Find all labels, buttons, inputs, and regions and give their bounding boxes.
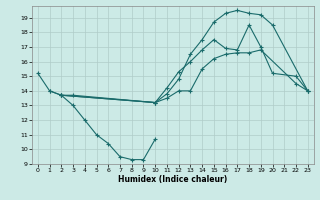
X-axis label: Humidex (Indice chaleur): Humidex (Indice chaleur): [118, 175, 228, 184]
